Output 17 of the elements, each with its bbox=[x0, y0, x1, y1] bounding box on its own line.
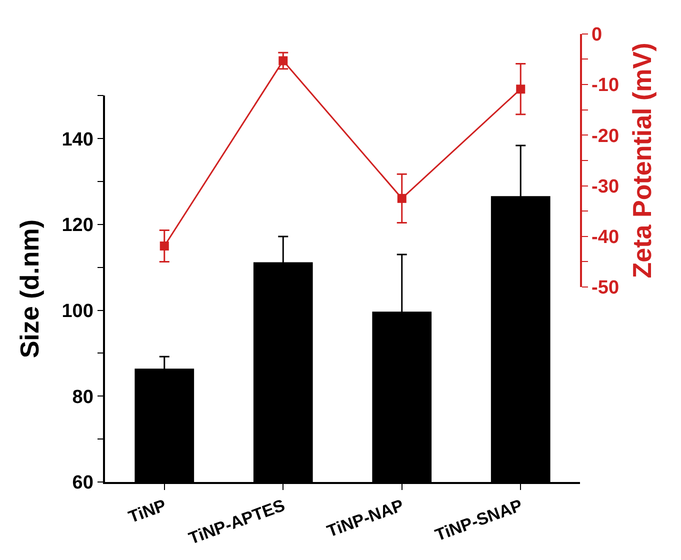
point bbox=[516, 84, 526, 94]
y2-tick-label: 0 bbox=[592, 24, 602, 46]
x-tick-label: TiNP bbox=[126, 496, 169, 527]
y2-tick-label: -30 bbox=[592, 176, 620, 198]
y2-tick-label: -20 bbox=[592, 126, 620, 147]
y-tick-label: 80 bbox=[72, 386, 94, 408]
y-tick-label: 120 bbox=[62, 215, 94, 236]
y-tick-label: 140 bbox=[62, 129, 94, 150]
y2-axis-title: Zeta Potential (mV) bbox=[627, 42, 658, 278]
y2-tick-label: -10 bbox=[592, 75, 620, 96]
point bbox=[160, 242, 169, 250]
y-axis-title: Size (d.nm) bbox=[14, 220, 45, 358]
point bbox=[397, 194, 406, 203]
y2-tick-label: -40 bbox=[592, 227, 620, 248]
y-tick-label: 60 bbox=[72, 472, 94, 494]
y2-tick-label: -50 bbox=[592, 278, 620, 299]
y-tick-label: 100 bbox=[62, 300, 94, 322]
